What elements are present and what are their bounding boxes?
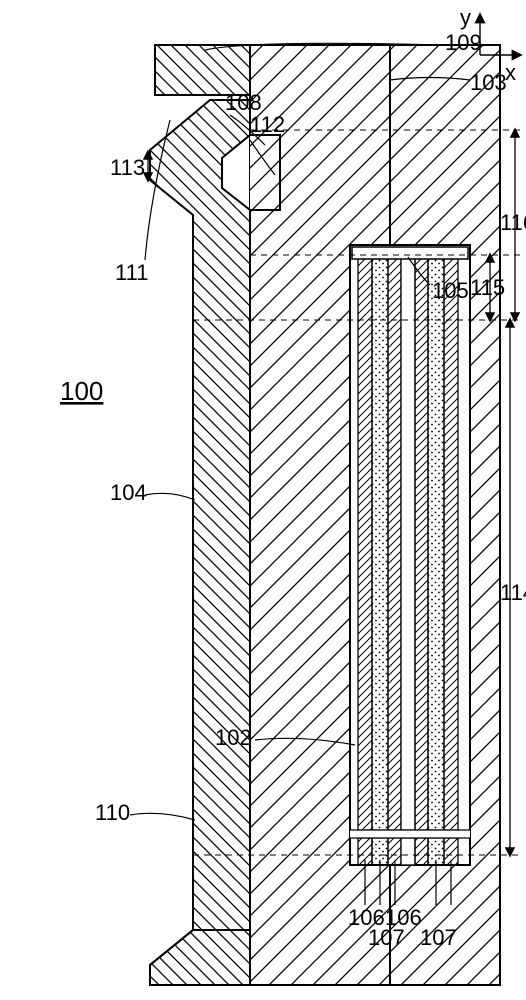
label-107b: 107 [420, 925, 457, 950]
label-106b: 106 [385, 905, 422, 930]
label-104: 104 [110, 480, 147, 505]
label-111: 111 [115, 260, 148, 285]
region-104 [150, 100, 250, 985]
axis-y-label: y [460, 5, 471, 30]
label-112: 112 [250, 112, 285, 137]
label-103: 103 [470, 70, 507, 95]
label-109: 109 [445, 30, 482, 55]
label-110: 110 [95, 800, 130, 825]
inner-stack [350, 247, 470, 865]
label-115: 115 [470, 275, 505, 300]
diagram-svg: 100 x y [0, 0, 526, 1000]
figure-title: 100 [60, 376, 103, 406]
label-102: 102 [215, 725, 252, 750]
label-113: 113 [110, 155, 145, 180]
label-105: 105 [432, 278, 469, 303]
region-109 [155, 45, 250, 95]
label-114: 114 [500, 580, 526, 605]
label-116: 116 [500, 210, 526, 235]
